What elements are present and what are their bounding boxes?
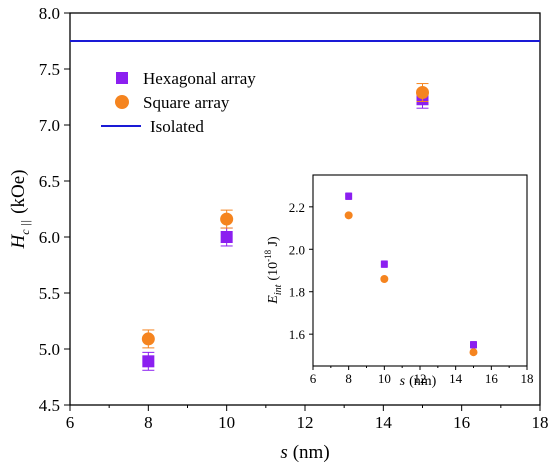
inset-y-axis-unit-end: J) (266, 236, 281, 250)
inset-x-tick-label: 6 (310, 371, 317, 386)
main-y-tick-label: 7.5 (39, 60, 60, 79)
main-point-square (220, 212, 234, 226)
inset-ticks: 6 8 10 12 14 16 18 1.6 1.8 2.0 2.2 (289, 200, 534, 386)
main-ticks: 6 8 10 12 14 16 18 4.5 5.0 5.5 6.0 6.5 7.0 7.5 8.0 (39, 4, 549, 432)
main-x-tick-label: 12 (297, 413, 314, 432)
main-y-axis-symbol: H (8, 233, 29, 249)
main-y-axis-unit: (kOe) (8, 170, 29, 214)
main-point-square (416, 86, 429, 100)
main-point-hexagonal (220, 231, 233, 243)
inset-y-tick-label: 1.8 (289, 285, 305, 300)
legend-label-isolated: Isolated (150, 117, 204, 136)
main-x-tick-label: 16 (453, 413, 470, 432)
main-x-tick-label: 10 (218, 413, 235, 432)
main-y-tick-label: 6.5 (39, 172, 60, 191)
main-y-tick-label: 4.5 (39, 396, 60, 415)
inset-x-axis-title: s (nm) (400, 374, 437, 389)
inset-x-tick-label: 16 (485, 371, 499, 386)
main-y-tick-label: 7.0 (39, 116, 60, 135)
main-x-tick-label: 18 (532, 413, 549, 432)
main-y-tick-label: 5.0 (39, 340, 60, 359)
legend-label-hexagonal: Hexagonal array (143, 69, 256, 88)
main-x-tick-label: 8 (144, 413, 153, 432)
main-y-axis-title: Hc || (kOe) (8, 170, 32, 250)
main-x-tick-label: 6 (66, 413, 75, 432)
main-x-axis-title: s (nm) (280, 442, 329, 463)
inset-x-axis-unit: (nm) (409, 374, 437, 389)
inset-marks (344, 192, 478, 357)
main-x-axis-unit: (nm) (293, 442, 330, 463)
legend-marker-hexagonal (116, 72, 128, 84)
inset-point-square (380, 274, 389, 283)
inset-y-axis-exponent: -18 (263, 249, 273, 261)
main-y-tick-label: 8.0 (39, 4, 60, 23)
legend: Hexagonal array Square array Isolated (101, 69, 256, 136)
inset-y-axis-title: Eint (10-18 J) (263, 236, 284, 305)
inset-y-axis-subscript: int (273, 284, 284, 295)
inset-x-axis-symbol: s (400, 374, 406, 389)
inset-y-tick-label: 2.2 (289, 200, 305, 215)
main-marks (141, 83, 429, 371)
main-x-axis-symbol: s (280, 442, 287, 463)
inset-point-hexagonal (345, 192, 353, 200)
main-y-axis-subscript: c || (18, 220, 32, 235)
inset-y-tick-label: 1.6 (289, 327, 306, 342)
inset-point-hexagonal (470, 341, 477, 349)
inset-point-hexagonal (380, 260, 388, 268)
main-point-square (141, 332, 155, 346)
inset-background (313, 175, 527, 366)
inset-y-axis-unit: (10 (266, 262, 281, 281)
inset-y-tick-label: 2.0 (289, 242, 305, 257)
main-point-hexagonal (142, 355, 155, 368)
legend-marker-square (115, 95, 129, 109)
inset-x-tick-label: 10 (378, 371, 391, 386)
main-y-tick-label: 6.0 (39, 228, 60, 247)
legend-label-square: Square array (143, 93, 230, 112)
main-x-tick-label: 14 (375, 413, 393, 432)
inset-point-square (344, 211, 353, 220)
inset-y-axis-symbol: E (266, 295, 281, 305)
inset-x-tick-label: 8 (345, 371, 352, 386)
inset-x-tick-label: 14 (449, 371, 463, 386)
inset-x-tick-label: 18 (521, 371, 534, 386)
inset-point-square (469, 348, 478, 357)
main-y-tick-label: 5.5 (39, 284, 60, 303)
inset-x-tick-label: 12 (414, 371, 427, 386)
